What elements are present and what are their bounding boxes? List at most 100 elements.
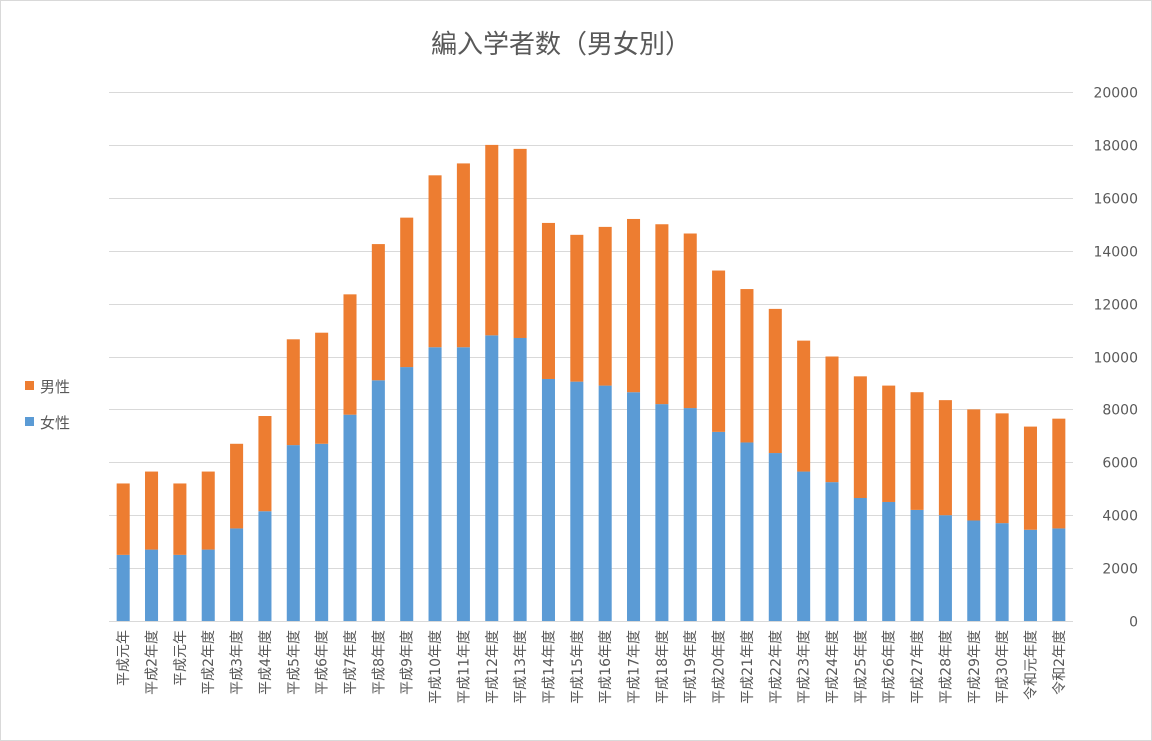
bar-female <box>910 509 924 621</box>
x-tick-label: 平成14年度 <box>541 630 557 704</box>
bar-male <box>825 356 839 483</box>
bar-female <box>315 443 329 621</box>
x-tick-label: 平成25年度 <box>853 630 869 704</box>
bar-female <box>967 520 981 621</box>
bar-female <box>371 380 385 621</box>
x-tick-label: 平成26年度 <box>882 630 898 704</box>
x-tick-label: 平成15年度 <box>570 630 586 704</box>
bar-male <box>712 270 726 432</box>
bar-female <box>655 404 669 621</box>
bar-female <box>882 501 896 621</box>
bar-male <box>173 483 187 555</box>
y-tick-label: 8000 <box>1102 403 1138 419</box>
x-tick-label: 平成11年度 <box>456 630 472 704</box>
x-tick-label: 平成10年度 <box>428 630 444 704</box>
bar-male <box>570 234 584 382</box>
x-tick-label: 平成19年度 <box>683 630 699 704</box>
bar-female <box>995 523 1009 621</box>
bar-female <box>485 335 499 621</box>
bar-female <box>428 347 442 621</box>
x-tick-label: 平成21年度 <box>740 630 756 704</box>
bar-male <box>400 217 414 368</box>
bar-female <box>400 367 414 621</box>
x-tick-label: 平成28年度 <box>938 630 954 704</box>
x-tick-label: 平成元年 <box>173 630 189 686</box>
chart-title: 編入学者数（男女別） <box>431 30 691 60</box>
bar-female <box>570 381 584 621</box>
x-tick-label: 平成20年度 <box>712 630 728 704</box>
bar-male <box>995 413 1009 524</box>
bar-male <box>740 289 754 443</box>
bar-male <box>371 244 385 381</box>
bar-male <box>343 294 357 415</box>
bar-female <box>145 549 159 621</box>
bar-male <box>627 218 641 393</box>
bar-male <box>683 233 697 409</box>
bar-male <box>938 400 952 516</box>
bar-female <box>825 482 839 621</box>
x-tick-label: 平成27年度 <box>910 630 926 704</box>
y-axis-tick-labels: 0 2000 4000 6000 8000 10000 12000 14000 16000 180… <box>1093 86 1138 631</box>
legend-label-female: 女性 <box>40 414 70 432</box>
y-tick-label: 20000 <box>1093 86 1138 102</box>
bar-male <box>655 224 669 405</box>
bar-male <box>485 144 499 336</box>
bar-male <box>258 416 272 512</box>
bar-male <box>116 483 130 555</box>
x-tick-label: 平成2年度 <box>201 630 217 695</box>
bar-female <box>1023 529 1037 621</box>
legend-swatch-male <box>25 381 34 390</box>
x-tick-label: 令和元年度 <box>1023 630 1039 700</box>
x-tick-label: 平成12年度 <box>485 630 501 704</box>
bar-male <box>1023 426 1037 530</box>
x-tick-label: 平成29年度 <box>967 630 983 704</box>
x-tick-label: 平成8年度 <box>371 630 387 695</box>
bar-female <box>598 385 612 621</box>
x-tick-label: 令和2年度 <box>1052 630 1068 695</box>
x-tick-label: 平成30年度 <box>995 630 1011 704</box>
bar-male <box>967 409 981 521</box>
y-tick-label: 10000 <box>1093 351 1138 367</box>
y-tick-label: 6000 <box>1102 456 1138 472</box>
x-tick-label: 平成4年度 <box>258 630 274 695</box>
bar-male <box>910 392 924 510</box>
bar-male <box>598 226 612 386</box>
bar-female <box>173 554 187 621</box>
x-tick-label: 平成7年度 <box>343 630 359 695</box>
x-tick-label: 平成元年 <box>116 630 132 686</box>
bar-female <box>740 442 754 621</box>
x-tick-label: 平成16年度 <box>598 630 614 704</box>
bar-female <box>343 414 357 621</box>
legend-swatch-female <box>25 417 34 426</box>
bar-female <box>513 337 527 621</box>
x-tick-label: 平成2年度 <box>145 630 161 695</box>
x-tick-label: 平成3年度 <box>230 630 246 695</box>
bar-male <box>428 175 442 348</box>
bars <box>116 144 1066 621</box>
bar-male <box>145 471 159 550</box>
bar-male <box>853 376 867 499</box>
bar-male <box>230 443 244 529</box>
y-tick-label: 16000 <box>1093 192 1138 208</box>
x-tick-label: 平成18年度 <box>655 630 671 704</box>
y-tick-label: 12000 <box>1093 298 1138 314</box>
bar-female <box>258 511 272 621</box>
bar-male <box>315 332 329 444</box>
bar-female <box>768 453 782 621</box>
bar-male <box>456 163 470 348</box>
x-axis-tick-labels: 平成元年 平成2年度 平成元年 平成2年度 平成3年度 平成4年度 平成5年度 平成6年度 平成… <box>116 630 1068 704</box>
x-tick-label: 平成5年度 <box>286 630 302 695</box>
bar-female <box>116 554 130 621</box>
y-tick-label: 2000 <box>1102 562 1138 578</box>
x-tick-label: 平成9年度 <box>400 630 416 695</box>
x-tick-label: 平成22年度 <box>768 630 784 704</box>
y-tick-label: 14000 <box>1093 245 1138 261</box>
legend-label-male: 男性 <box>40 378 70 396</box>
bar-female <box>541 378 555 621</box>
bar-female <box>627 392 641 621</box>
bar-female <box>286 445 300 621</box>
x-tick-label: 平成13年度 <box>513 630 529 704</box>
